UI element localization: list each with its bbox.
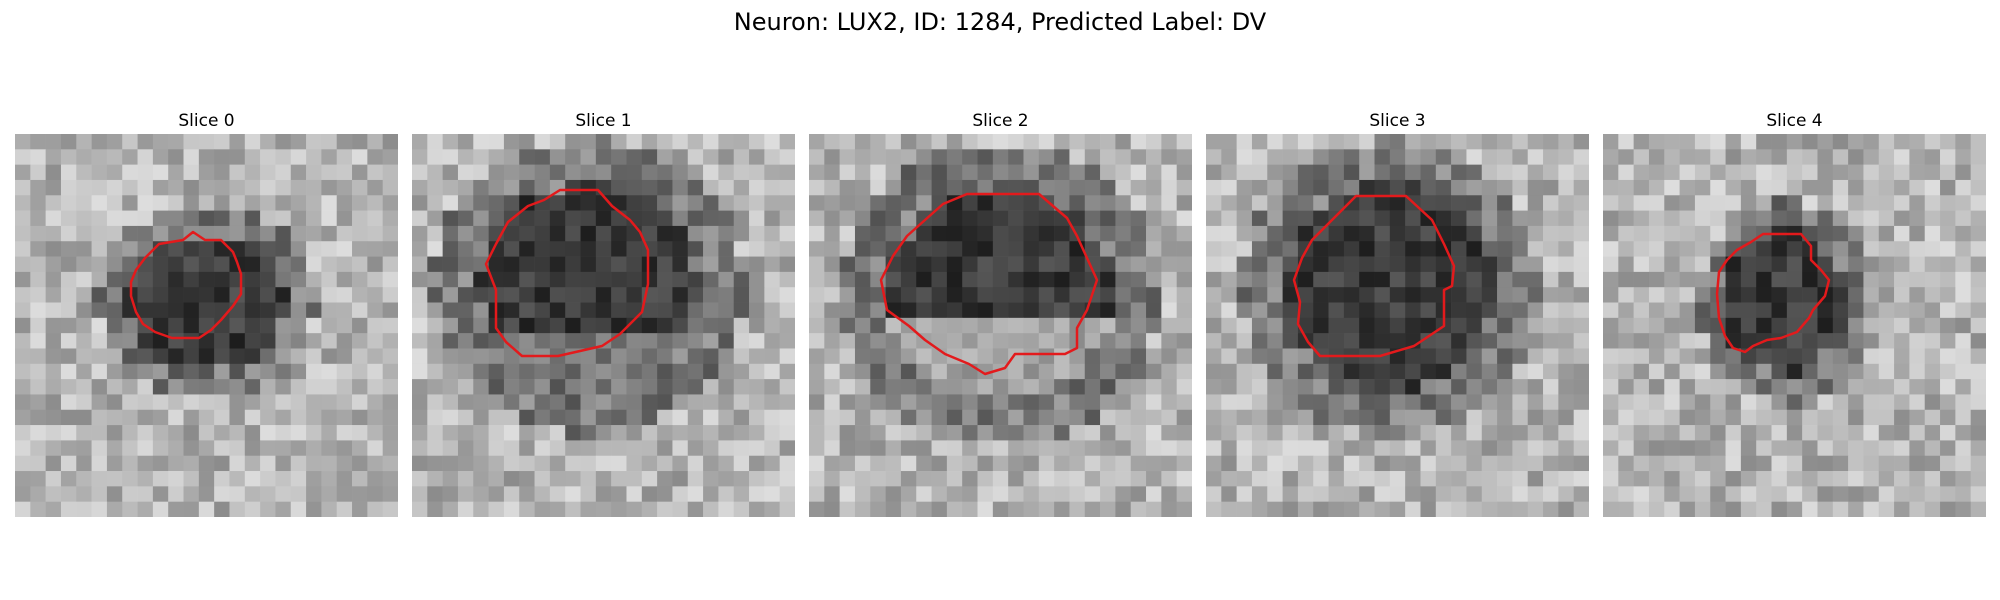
panel-title: Slice 4	[1766, 111, 1823, 131]
cell-outline	[484, 188, 650, 358]
grayscale-image	[15, 134, 398, 517]
panel-title: Slice 1	[575, 111, 632, 131]
grayscale-image	[1206, 134, 1589, 517]
cell-outline	[879, 192, 1099, 376]
grayscale-image	[1603, 134, 1986, 517]
panel-title: Slice 2	[972, 111, 1029, 131]
cell-outline	[1292, 194, 1456, 358]
pixel-grid	[15, 134, 398, 517]
panel-slice-1: Slice 1	[412, 108, 795, 517]
grayscale-image	[412, 134, 795, 517]
cell-outline	[129, 230, 243, 340]
pixel-grid	[809, 134, 1192, 517]
grayscale-image	[809, 134, 1192, 517]
cell-outline	[1715, 232, 1831, 354]
panel-title: Slice 0	[178, 111, 235, 131]
figure-title: Neuron: LUX2, ID: 1284, Predicted Label:…	[733, 8, 1267, 36]
panel-slice-2: Slice 2	[809, 108, 1192, 517]
panel-slice-3: Slice 3	[1206, 108, 1589, 517]
panel-slice-4: Slice 4	[1603, 108, 1986, 517]
pixel-grid	[412, 134, 795, 517]
pixel-grid	[1206, 134, 1589, 517]
panel-slice-0: Slice 0	[15, 108, 398, 517]
panel-title: Slice 3	[1369, 111, 1426, 131]
